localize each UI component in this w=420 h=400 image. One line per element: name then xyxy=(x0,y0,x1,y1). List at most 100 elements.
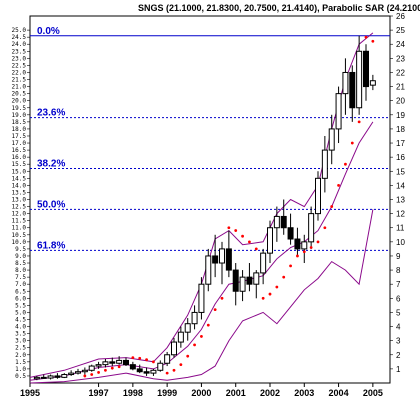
candle-body xyxy=(342,71,349,95)
sar-dot xyxy=(371,39,375,43)
sar-dot xyxy=(206,323,210,327)
candle-body xyxy=(356,50,363,109)
candle-body xyxy=(109,361,116,364)
candle-body xyxy=(184,323,191,333)
sar-dot xyxy=(172,368,176,372)
fib-label: 61.8% xyxy=(37,240,65,251)
candle-body xyxy=(81,369,88,373)
left-tick-label: 14.5 xyxy=(12,175,27,182)
candle-body xyxy=(225,248,232,271)
candle-body xyxy=(246,276,253,285)
x-tick-label: 2002 xyxy=(260,388,280,398)
right-tick-label: 11 xyxy=(396,224,405,233)
candle-body xyxy=(102,361,109,366)
left-tick-label: 2.0 xyxy=(15,352,26,359)
sar-dot xyxy=(268,292,272,296)
sar-dot xyxy=(110,366,114,370)
right-tick-label: 12 xyxy=(396,210,405,219)
left-tick-label: 25.0 xyxy=(12,27,27,34)
right-tick-label: 7 xyxy=(396,280,401,289)
sar-dot xyxy=(302,250,306,254)
left-tick-label: 18.5 xyxy=(12,119,27,126)
sar-dot xyxy=(200,335,203,338)
left-tick-label: 11.0 xyxy=(12,225,27,232)
chart-header: SNGS (21.1000, 21.8300, 20.7500, 21.4140… xyxy=(138,3,420,13)
candle-body xyxy=(219,248,225,264)
parabolic-sar xyxy=(83,35,375,378)
left-tick-label: 20.5 xyxy=(12,91,27,98)
candle-body xyxy=(136,368,143,373)
candle-body xyxy=(315,177,321,215)
x-tick-label: 2001 xyxy=(226,388,246,398)
left-tick-label: 17.0 xyxy=(12,140,27,147)
right-tick-label: 14 xyxy=(396,181,405,190)
candle-body xyxy=(61,374,68,378)
left-tick-label: 8.0 xyxy=(15,267,26,274)
candle-body xyxy=(369,80,376,86)
right-tick-label: 2 xyxy=(396,351,401,360)
sar-dot xyxy=(323,226,327,230)
sar-dot xyxy=(261,296,265,300)
right-tick-label: 24 xyxy=(396,40,405,49)
x-tick-label: 2000 xyxy=(191,388,211,398)
candle-body xyxy=(349,71,356,109)
fib-label: 50.0% xyxy=(37,199,65,210)
candle-body xyxy=(328,128,335,151)
sar-dot xyxy=(227,226,231,230)
candle-body xyxy=(177,331,184,343)
candle-body xyxy=(171,341,177,356)
left-tick-label: 8.5 xyxy=(15,260,26,267)
candle-body xyxy=(68,372,75,376)
left-tick-label: 23.5 xyxy=(12,48,27,55)
sar-dot xyxy=(337,183,340,187)
x-tick-label: 1995 xyxy=(20,388,40,398)
sar-dot xyxy=(248,240,251,244)
left-tick-label: 5.5 xyxy=(15,302,26,309)
right-tick-label: 19 xyxy=(396,111,405,120)
sar-dot xyxy=(316,240,320,244)
candle-body xyxy=(301,241,308,250)
candle-body xyxy=(123,359,129,366)
left-tick-label: 7.5 xyxy=(15,274,26,281)
candle-body xyxy=(40,376,47,379)
left-tick-label: 0.5 xyxy=(15,373,26,380)
candle-body xyxy=(143,371,150,374)
sar-dot xyxy=(97,371,100,374)
candle-body xyxy=(116,359,123,364)
candle-body xyxy=(253,272,260,285)
right-tick-label: 10 xyxy=(396,238,405,247)
candle-body xyxy=(273,215,280,229)
x-tick-label: 2005 xyxy=(363,388,383,398)
left-tick-label: 14.0 xyxy=(12,182,27,189)
fib-label: 23.6% xyxy=(37,108,65,119)
x-tick-label: 1998 xyxy=(123,388,143,398)
left-tick-label: 11.5 xyxy=(12,218,27,225)
sar-dot xyxy=(275,285,279,289)
right-tick-label: 15 xyxy=(396,167,405,176)
left-tick-label: 20.0 xyxy=(12,98,27,105)
left-tick-label: 21.0 xyxy=(12,84,27,91)
candle-body xyxy=(267,227,273,254)
fibonacci-levels: 0.0% 23.6% 38.2% 50.0% 61.8% xyxy=(30,26,390,251)
candle-body xyxy=(239,276,246,292)
right-tick-label: 22 xyxy=(396,68,405,77)
sar-dot xyxy=(254,247,258,251)
left-tick-label: 7.0 xyxy=(15,281,26,288)
candle-body xyxy=(212,255,219,264)
candle-body xyxy=(33,376,40,380)
right-tick-label: 3 xyxy=(396,337,401,346)
sar-dot xyxy=(220,296,224,300)
candle-body xyxy=(157,362,164,371)
sar-dot xyxy=(296,254,299,258)
candle-body xyxy=(198,283,205,313)
left-tick-label: 4.5 xyxy=(15,316,26,323)
candle-body xyxy=(54,375,61,378)
x-tick-label: 1997 xyxy=(89,388,109,398)
candle-body xyxy=(294,238,301,250)
sar-dot xyxy=(104,368,107,372)
x-tick-label: 2004 xyxy=(329,388,349,398)
sar-dot xyxy=(90,373,94,376)
left-tick-label: 24.0 xyxy=(12,41,27,48)
candle-body xyxy=(335,93,342,130)
left-tick-label: 16.5 xyxy=(12,147,27,154)
